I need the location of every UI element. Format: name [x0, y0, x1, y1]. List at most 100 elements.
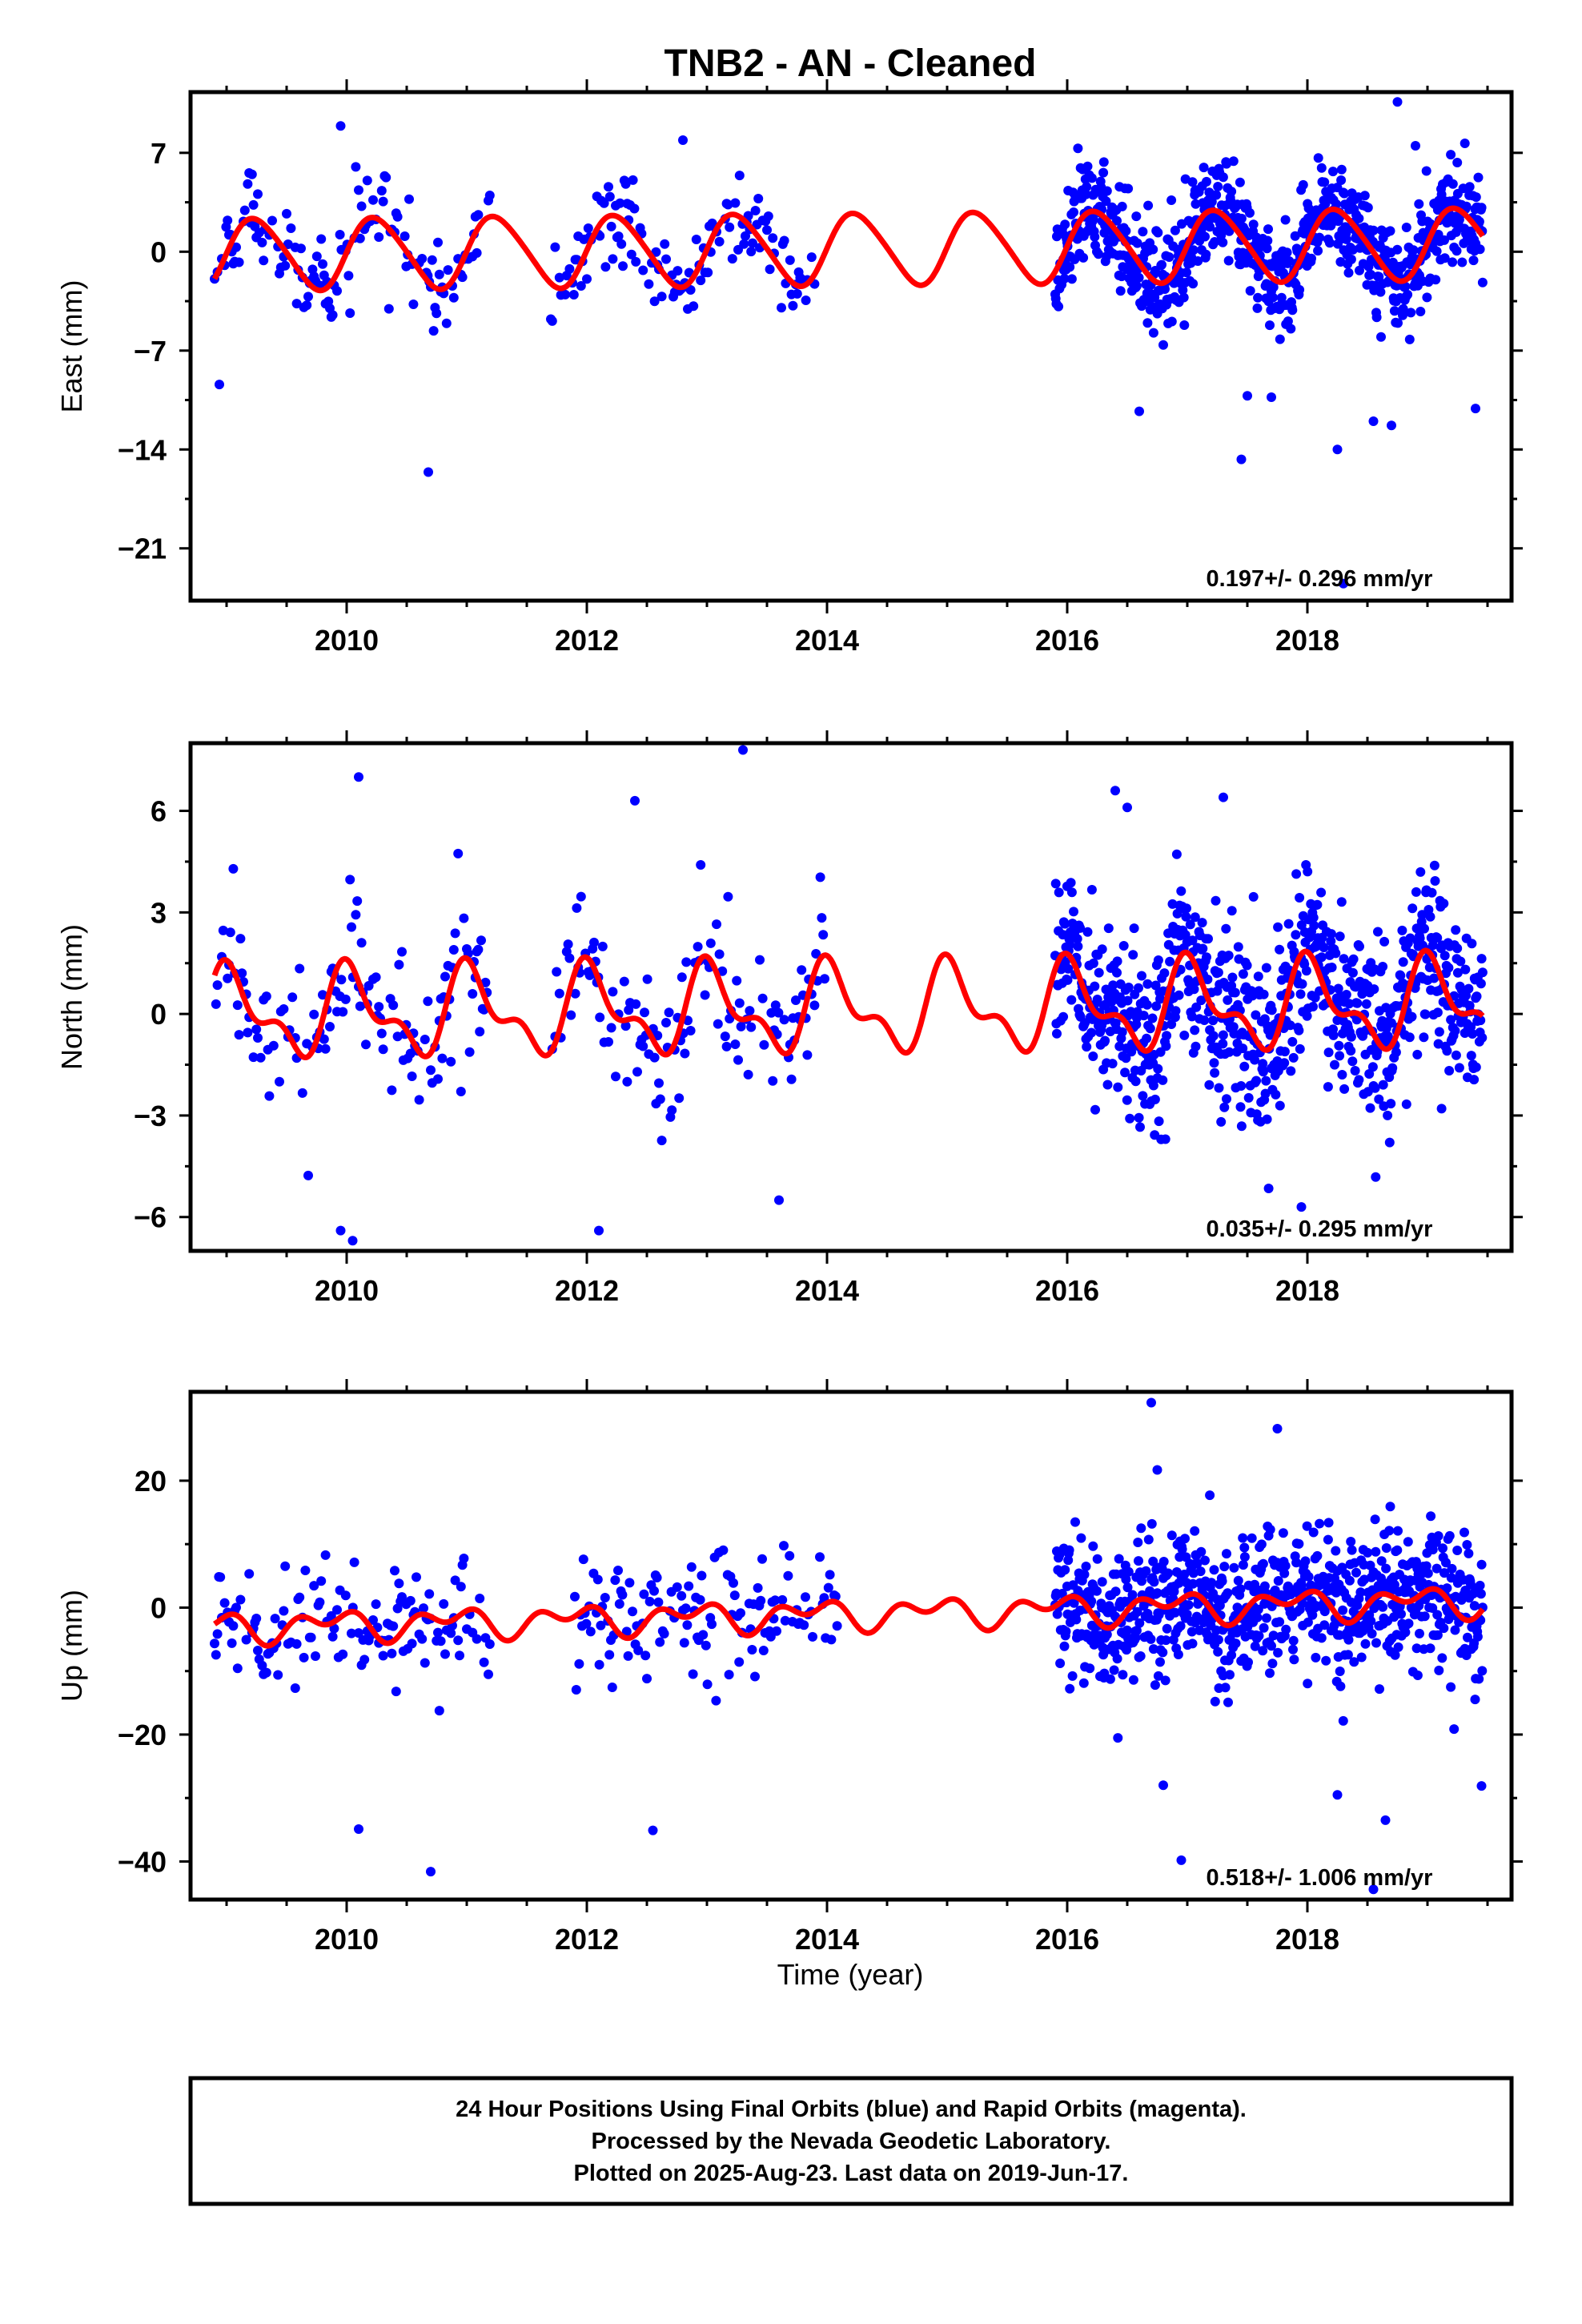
- data-point: [1163, 1568, 1174, 1578]
- y-tick-label: 3: [151, 896, 167, 929]
- outlier-point: [335, 1225, 346, 1236]
- data-point: [1171, 849, 1182, 859]
- data-point: [320, 1043, 331, 1054]
- data-point: [714, 949, 725, 959]
- data-point: [1108, 980, 1118, 991]
- data-point: [1476, 1559, 1487, 1570]
- data-point: [475, 1594, 485, 1603]
- east-y-axis-title: East (mm): [55, 280, 88, 413]
- data-point: [1393, 1526, 1403, 1536]
- data-point: [1275, 1100, 1285, 1111]
- data-point: [1197, 918, 1207, 928]
- data-point: [1143, 1534, 1154, 1545]
- data-point: [1471, 192, 1481, 203]
- data-point: [1060, 1565, 1070, 1575]
- data-point: [679, 1638, 689, 1648]
- data-point: [1346, 254, 1356, 264]
- data-point: [287, 992, 298, 1003]
- data-point: [613, 231, 624, 241]
- data-point: [1471, 1062, 1481, 1072]
- data-point: [1371, 1172, 1381, 1182]
- up-model-curve: [213, 1586, 1485, 1649]
- data-point: [576, 891, 586, 902]
- data-point: [729, 1578, 738, 1588]
- data-point: [225, 927, 235, 938]
- data-point: [1470, 1695, 1480, 1705]
- up-rate-label: 0.518+/- 1.006 mm/yr: [1207, 1865, 1433, 1891]
- data-point: [604, 182, 613, 192]
- data-point: [1283, 316, 1293, 327]
- data-point: [1078, 252, 1089, 263]
- data-point: [436, 1636, 446, 1647]
- data-point: [1227, 187, 1237, 197]
- north-panel: 2010 2012 2014 2016 2018 6 3 0 −3 −6 North (mm) 0.0…: [55, 730, 1523, 1307]
- data-point: [1415, 1628, 1424, 1638]
- outlier-point: [424, 467, 433, 477]
- data-point: [1344, 999, 1355, 1009]
- data-point: [1390, 1650, 1400, 1660]
- data-point: [1211, 895, 1221, 906]
- data-point: [231, 242, 241, 252]
- data-point: [1384, 1137, 1395, 1148]
- data-point: [792, 288, 802, 299]
- data-point: [783, 1570, 793, 1581]
- data-point: [303, 292, 313, 302]
- data-point: [295, 963, 305, 974]
- data-point: [1397, 925, 1407, 935]
- data-point: [1408, 245, 1419, 255]
- data-point: [356, 938, 367, 948]
- data-point: [407, 1072, 417, 1081]
- data-point: [473, 210, 484, 220]
- data-point: [1219, 1562, 1230, 1572]
- data-point: [1143, 200, 1154, 211]
- data-point: [560, 289, 570, 300]
- data-point: [700, 990, 710, 1000]
- data-point: [1328, 1030, 1339, 1040]
- data-point: [1443, 963, 1454, 973]
- data-point: [1339, 1084, 1350, 1094]
- data-point: [1147, 1013, 1158, 1023]
- data-point: [1121, 226, 1131, 236]
- data-point: [1066, 887, 1077, 898]
- y-tick-label: −40: [118, 1845, 167, 1878]
- data-point: [823, 1582, 833, 1593]
- data-point: [1355, 1587, 1366, 1598]
- data-point: [832, 1621, 842, 1631]
- data-point: [1213, 967, 1223, 978]
- data-point: [656, 292, 667, 302]
- data-point: [434, 1706, 444, 1716]
- data-point: [1326, 929, 1336, 939]
- data-point: [1323, 1518, 1334, 1528]
- data-point: [611, 1072, 620, 1082]
- data-point: [1224, 226, 1235, 236]
- data-point: [615, 198, 625, 208]
- data-point: [723, 199, 733, 210]
- data-point: [762, 225, 772, 235]
- data-point: [1338, 1715, 1348, 1726]
- data-point: [608, 254, 618, 264]
- data-point: [261, 991, 271, 1002]
- data-point: [703, 267, 713, 278]
- data-point: [1396, 1609, 1406, 1619]
- data-point: [1343, 267, 1354, 278]
- data-point: [1185, 919, 1195, 930]
- data-point: [826, 1634, 837, 1645]
- data-point: [1175, 1621, 1186, 1631]
- data-point: [613, 1566, 623, 1575]
- data-point: [1148, 328, 1158, 338]
- data-point: [423, 996, 433, 1007]
- data-point: [468, 989, 478, 999]
- data-point: [1477, 1032, 1488, 1043]
- data-point: [1239, 1552, 1250, 1562]
- data-point: [1407, 1011, 1417, 1022]
- data-point: [1287, 305, 1298, 316]
- data-point: [374, 1002, 384, 1012]
- data-point: [1247, 1533, 1257, 1543]
- outlier-point: [1339, 578, 1348, 589]
- data-point: [677, 972, 687, 983]
- data-point: [441, 318, 452, 328]
- data-point: [1187, 1638, 1198, 1649]
- y-tick-label: −6: [134, 1201, 167, 1234]
- data-point: [756, 1595, 766, 1606]
- data-point: [642, 1674, 652, 1684]
